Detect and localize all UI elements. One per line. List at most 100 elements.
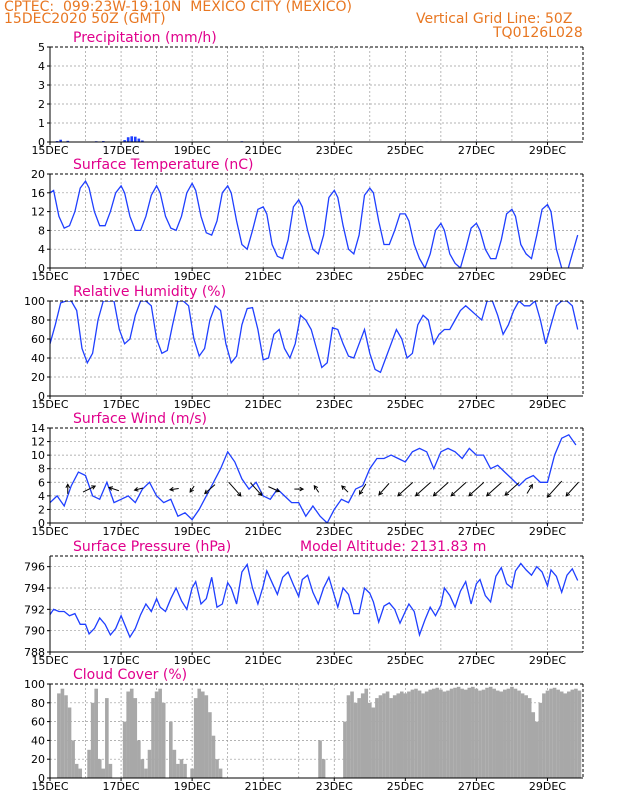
bar — [492, 688, 496, 778]
bar — [161, 702, 166, 778]
x-tick-label: 25DEC — [387, 525, 424, 538]
plot-area — [50, 562, 579, 639]
panel-title: Precipitation (mm/h) — [73, 30, 217, 46]
bar — [133, 698, 138, 778]
bar — [396, 693, 401, 778]
y-tick-label: 0 — [38, 262, 45, 275]
bar — [389, 698, 393, 778]
wind-vector — [133, 487, 144, 492]
bar — [137, 740, 141, 778]
y-tick-label: 80 — [31, 314, 45, 327]
y-tick-label: 8 — [38, 224, 45, 237]
wind-vector-shaft — [450, 482, 467, 497]
bar — [399, 691, 404, 778]
wind-vector — [414, 482, 431, 497]
bar — [431, 688, 436, 778]
wind-vector-head — [108, 486, 114, 491]
bar — [108, 763, 113, 778]
y-tick-label: 788 — [24, 646, 45, 659]
x-tick-label: 21DEC — [245, 144, 282, 157]
panel-6: 0 20 40 60 80 100 15DEC 17DEC 19DEC 21DEC 23DEC 25D… — [24, 667, 584, 793]
x-tick-label: 23DEC — [316, 525, 353, 538]
bar — [513, 688, 518, 778]
series-line — [50, 433, 577, 523]
header-line-2: 15DEC2020 50Z (GMT) — [4, 11, 166, 27]
panel-title: Cloud Cover (%) — [73, 667, 187, 683]
wind-vector — [468, 482, 485, 497]
x-tick-label: 15DEC — [31, 525, 68, 538]
y-tick-label: 16 — [31, 187, 45, 200]
wind-vector — [108, 486, 120, 492]
wind-vector-head — [313, 484, 319, 490]
wind-vector-shaft — [204, 484, 216, 494]
wind-vector-shaft — [134, 487, 144, 491]
bar — [453, 687, 457, 778]
wind-vector-head — [189, 488, 194, 493]
x-tick-label: 17DEC — [103, 144, 140, 157]
wind-vector — [65, 483, 71, 494]
plot-area — [50, 301, 579, 374]
y-tick-label: 40 — [31, 352, 45, 365]
y-tick-label: 4 — [38, 490, 45, 503]
bar — [94, 688, 98, 778]
x-tick-label: 19DEC — [174, 270, 211, 283]
bar — [59, 139, 62, 142]
wind-vector-head — [299, 486, 305, 492]
bar — [154, 691, 159, 778]
bar — [414, 688, 418, 778]
wind-vector-head — [546, 493, 552, 498]
y-tick-label: 20 — [31, 168, 45, 181]
bar — [71, 740, 75, 778]
bar — [552, 687, 557, 778]
y-tick-label: 8 — [38, 463, 45, 476]
wind-vector-head — [257, 491, 263, 497]
wind-vector — [313, 484, 320, 493]
bar — [574, 688, 578, 778]
x-tick-label: 17DEC — [103, 398, 140, 411]
bar — [57, 693, 61, 778]
x-tick-label: 27DEC — [458, 654, 495, 667]
wind-vector-head — [528, 483, 533, 489]
bar — [151, 698, 155, 778]
bar — [144, 768, 148, 778]
series-line — [50, 179, 579, 268]
wind-vector-shaft — [189, 485, 195, 493]
bar — [158, 688, 162, 778]
y-tick-label: 794 — [24, 582, 45, 595]
wind-vector-head — [378, 490, 383, 496]
wind-vector — [450, 482, 467, 497]
x-tick-label: 25DEC — [387, 654, 424, 667]
panel-2: 0 4 8 12 16 20 15DEC 17DEC 19DEC 21DEC 23DEC 25DEC 2… — [31, 157, 584, 283]
bar — [147, 749, 152, 778]
bar — [446, 690, 450, 778]
panel-title: Surface Wind (m/s) — [73, 411, 207, 427]
y-tick-label: 4 — [38, 243, 45, 256]
wind-vector — [504, 482, 520, 496]
bar — [375, 698, 379, 778]
bar — [204, 695, 209, 778]
x-tick-label: 17DEC — [103, 525, 140, 538]
wind-vector — [546, 480, 563, 498]
wind-vector-shaft — [341, 485, 349, 493]
y-tick-label: 4 — [38, 60, 45, 73]
x-tick-label: 15DEC — [31, 780, 68, 793]
y-tick-label: 12 — [31, 206, 45, 219]
bar — [449, 688, 454, 778]
wind-vector-head — [504, 491, 510, 496]
wind-vector-shaft — [359, 483, 367, 495]
bar — [460, 688, 464, 778]
wind-vector-head — [203, 489, 209, 495]
bar — [197, 688, 202, 778]
x-tick-label: 23DEC — [316, 780, 353, 793]
y-tick-label: 0 — [38, 517, 45, 530]
wind-vector-head — [275, 488, 281, 493]
bar — [545, 690, 550, 778]
bar — [90, 702, 95, 778]
x-tick-label: 29DEC — [529, 525, 566, 538]
bar — [517, 690, 521, 778]
wind-vector — [189, 485, 195, 493]
bar — [66, 140, 70, 142]
x-tick-label: 15DEC — [31, 398, 68, 411]
y-tick-label: 10 — [31, 449, 45, 462]
